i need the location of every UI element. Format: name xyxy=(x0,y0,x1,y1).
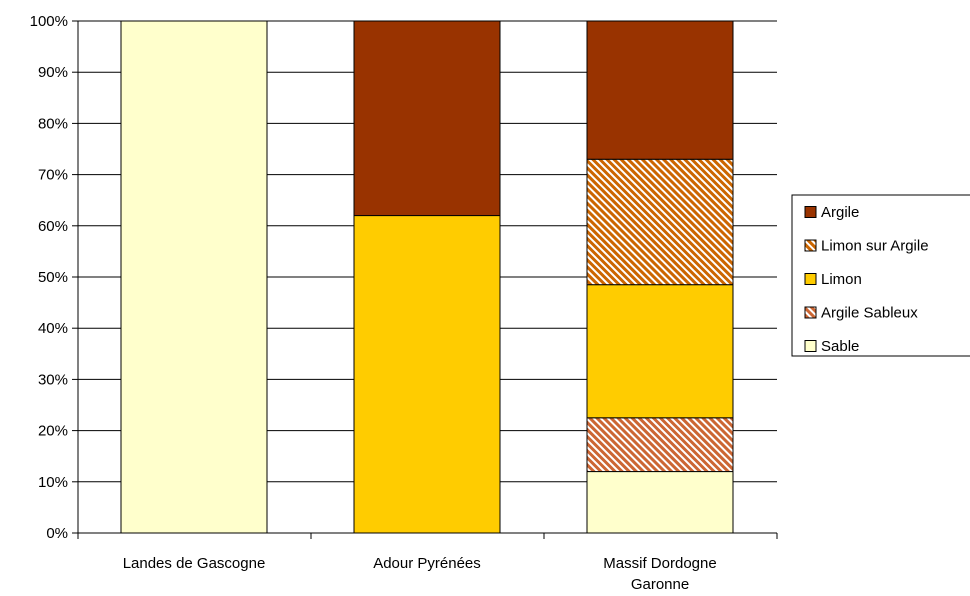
legend-box xyxy=(791,194,970,357)
y-tick-label: 0% xyxy=(46,525,68,542)
legend-swatch xyxy=(804,206,817,218)
legend-swatch xyxy=(804,306,817,319)
x-category-label: Adour Pyrénées xyxy=(373,555,481,572)
legend-label: Argile Sableux xyxy=(821,305,918,322)
y-axis-tick-labels: 0% 10% 20% 30% 40% 50% 60% 70% 80% 90% 100% xyxy=(30,13,68,542)
axes xyxy=(72,20,778,539)
y-tick-label: 40% xyxy=(38,320,68,337)
legend-label: Limon sur Argile xyxy=(821,238,929,255)
y-tick-label: 90% xyxy=(38,64,68,81)
y-tick-label: 80% xyxy=(38,115,68,132)
bar-segment-argile-sableux xyxy=(586,417,734,473)
bar-segment-argile xyxy=(353,20,501,217)
legend-label: Argile xyxy=(821,204,859,221)
legend-swatch xyxy=(804,239,817,252)
y-tick-label: 60% xyxy=(38,218,68,235)
legend-label: Limon xyxy=(821,271,862,288)
x-category-label: Landes de Gascogne xyxy=(123,555,266,572)
y-tick-label: 20% xyxy=(38,423,68,440)
legend-swatch xyxy=(804,340,817,352)
y-tick-label: 50% xyxy=(38,269,68,286)
y-tick-label: 30% xyxy=(38,371,68,388)
legend-swatch xyxy=(804,273,817,285)
bar-segment-limon-sur-argile xyxy=(586,158,734,286)
bar-segment-argile xyxy=(586,20,734,160)
x-category-label: Massif Dordogne Garonne xyxy=(603,555,716,593)
bars xyxy=(120,20,734,534)
bar-segment-sable xyxy=(586,471,734,534)
y-tick-label: 100% xyxy=(30,13,68,30)
x-axis-category-labels: Landes de Gascogne Adour Pyrénées Massif D… xyxy=(123,555,717,593)
bar-segment-limon xyxy=(353,215,501,534)
y-tick-label: 10% xyxy=(38,474,68,491)
y-tick-label: 70% xyxy=(38,167,68,184)
bar-segment-sable xyxy=(120,20,268,534)
legend-label: Sable xyxy=(821,338,859,355)
legend: Argile Limon sur Argile Limon Argile Sableu… xyxy=(791,194,970,357)
bar-segment-limon xyxy=(586,284,734,419)
